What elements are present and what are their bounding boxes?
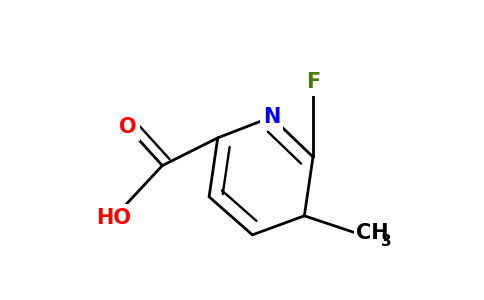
Text: CH: CH [356, 223, 389, 243]
Text: N: N [263, 107, 280, 127]
Text: 3: 3 [381, 234, 392, 249]
Text: HO: HO [96, 208, 131, 227]
Text: O: O [119, 118, 136, 137]
Text: F: F [306, 73, 320, 92]
